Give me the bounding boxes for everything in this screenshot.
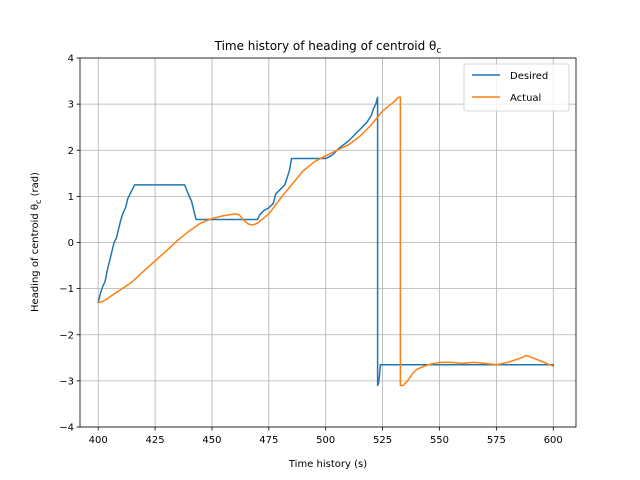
y-tick-label: 0 xyxy=(68,238,74,249)
axis-ticks: 400 425 450 475 500 525 550 575 600 −4 −3 −2 −1 0 1 2 3 4 xyxy=(59,54,563,447)
y-axis-label-subscript: c xyxy=(34,200,43,204)
chart-title: Time history of heading of centroid θc xyxy=(214,39,442,56)
y-axis-label: Heading of centroid θc (rad) xyxy=(30,172,43,312)
legend-label-actual: Actual xyxy=(510,93,541,104)
x-tick-label: 550 xyxy=(430,435,449,446)
y-tick-label: −4 xyxy=(59,423,74,434)
chart-title-subscript: c xyxy=(436,46,441,56)
y-tick-label: 2 xyxy=(68,146,74,157)
y-tick-label: 1 xyxy=(68,192,74,203)
series-line-desired xyxy=(97,96,554,387)
x-tick-label: 475 xyxy=(259,435,278,446)
legend: Desired Actual xyxy=(463,63,570,112)
x-tick-label: 600 xyxy=(544,435,563,446)
series-line-actual xyxy=(97,96,555,387)
x-tick-label: 450 xyxy=(202,435,221,446)
y-tick-label: −3 xyxy=(59,376,74,387)
x-tick-label: 500 xyxy=(316,435,335,446)
y-tick-label: 3 xyxy=(68,100,74,111)
x-tick-label: 425 xyxy=(146,435,165,446)
x-tick-label: 575 xyxy=(487,435,506,446)
x-tick-label: 525 xyxy=(373,435,392,446)
y-tick-label: −2 xyxy=(59,330,74,341)
legend-label-desired: Desired xyxy=(510,71,548,82)
x-axis-label: Time history (s) xyxy=(288,459,367,470)
x-tick-label: 400 xyxy=(89,435,108,446)
y-tick-label: −1 xyxy=(59,284,74,295)
series-lines xyxy=(97,96,555,387)
y-tick-label: 4 xyxy=(68,54,74,65)
y-axis-label-unit: (rad) xyxy=(30,172,41,200)
